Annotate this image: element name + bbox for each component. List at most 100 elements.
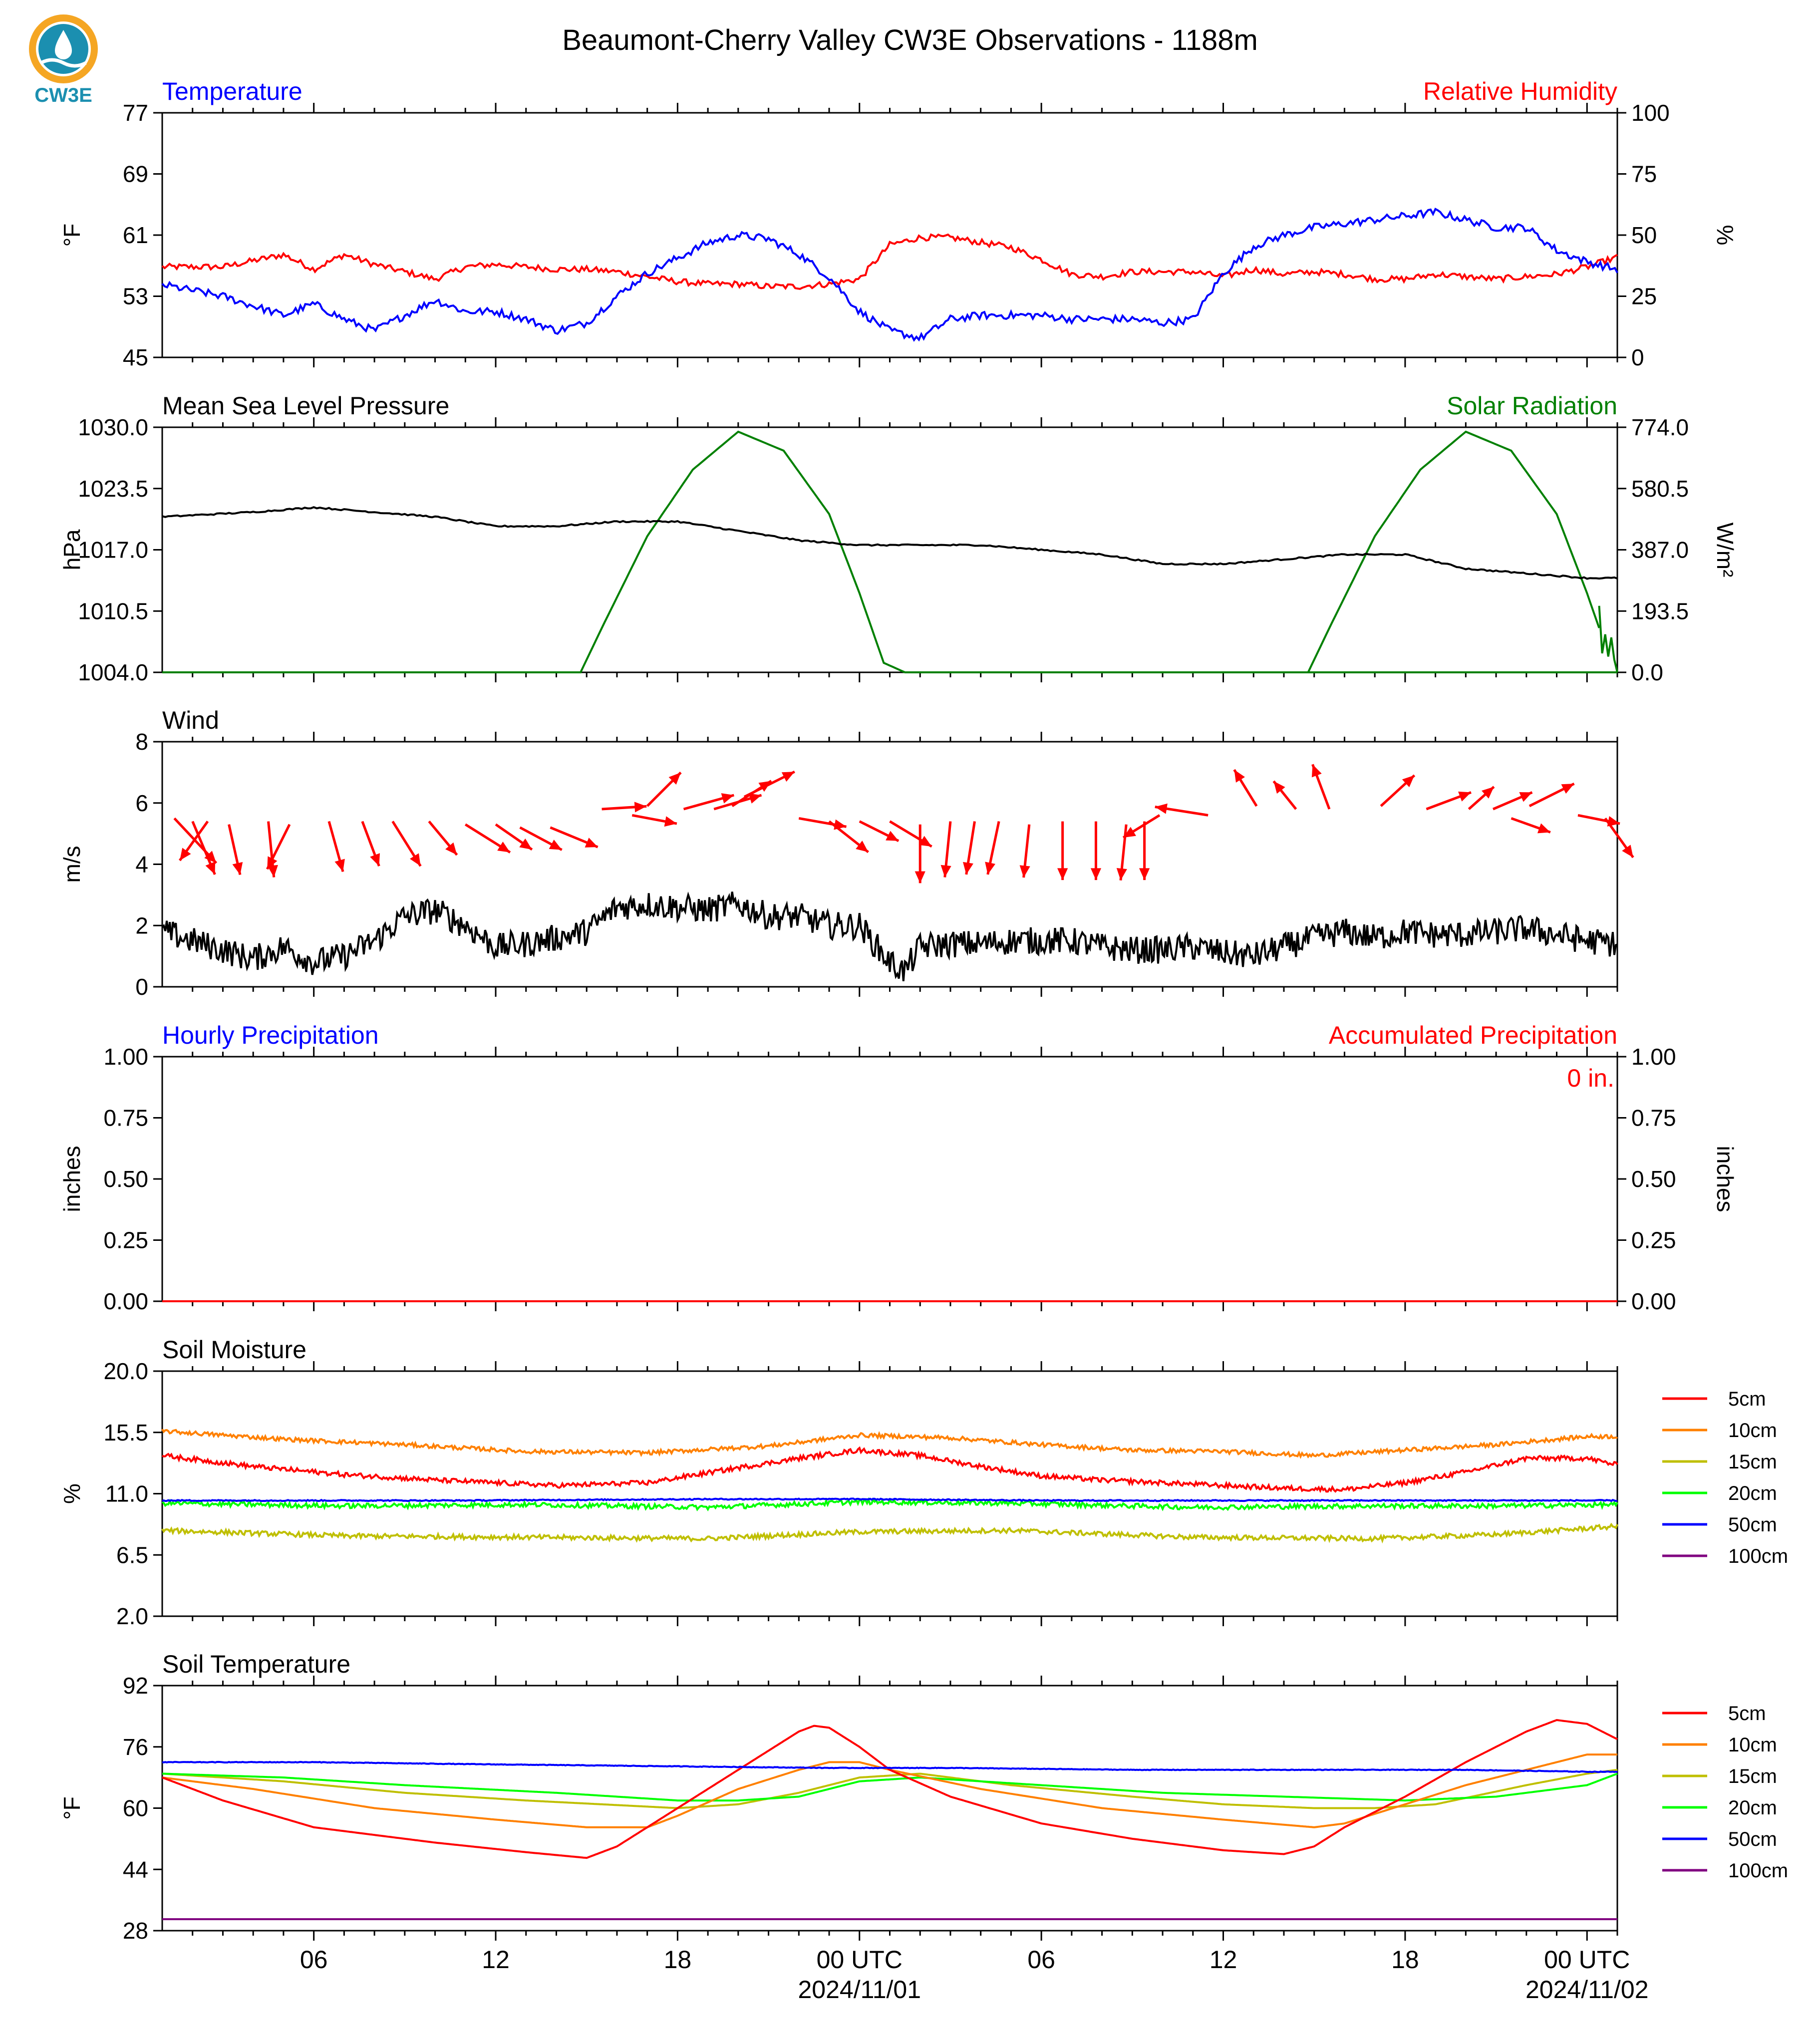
accumulated-precip-label: 0 in. — [1567, 1064, 1614, 1092]
wind-vector-arrow — [1139, 821, 1150, 880]
wind-vector-arrow — [1426, 791, 1472, 811]
y-axis-label-left: °F — [59, 1796, 85, 1820]
legend-label-100cm: 100cm — [1728, 1545, 1788, 1567]
x-tick-label: 00 UTC — [1544, 1946, 1630, 1974]
wind-vector-head — [1155, 803, 1168, 814]
y-tick-label-right: 25 — [1631, 284, 1657, 309]
wind-vector-head — [634, 802, 647, 813]
y-tick-label-left: 1.00 — [103, 1044, 148, 1070]
y-tick-label-left: 0 — [135, 974, 148, 1000]
y-tick-label-left: 1004.0 — [78, 659, 148, 685]
wind-vector-head — [205, 861, 216, 874]
wind-vector-head — [1458, 791, 1472, 802]
wind-vector-head — [1019, 865, 1030, 878]
y-tick-label-left: 76 — [123, 1734, 148, 1760]
y-tick-label-left: 1023.5 — [78, 476, 148, 502]
wind-vector-head — [664, 816, 677, 827]
legend-label-10cm: 10cm — [1728, 1734, 1777, 1756]
y-axis-label-left: °F — [59, 224, 85, 247]
wind-vector-arrow — [889, 820, 932, 848]
wind-vector-arrow — [179, 821, 209, 862]
wind-vector-arrow — [464, 823, 511, 854]
wind-vector-arrow — [1380, 774, 1416, 807]
y-axis-label-right: inches — [1712, 1146, 1738, 1212]
series-soil-5cm — [161, 1446, 1618, 1493]
wind-vector-arrow — [683, 793, 735, 811]
y-tick-label-right: 774.0 — [1631, 414, 1689, 440]
wind-vector-head — [1561, 784, 1574, 794]
cw3e-logo: CW3E — [26, 14, 101, 106]
wind-vector-head — [1116, 868, 1127, 880]
y-tick-label-left: 61 — [123, 222, 148, 248]
wind-vector-head — [585, 838, 598, 848]
wind-vector-arrow — [743, 770, 795, 798]
wind-vector-arrow — [1116, 824, 1128, 880]
wind-vector-arrow — [985, 821, 1000, 875]
y-tick-label-left: 1030.0 — [78, 414, 148, 440]
y-tick-label-left: 1010.5 — [78, 598, 148, 624]
y-tick-label-left: 8 — [135, 729, 148, 755]
wind-vector-arrow — [1493, 791, 1533, 811]
wind-vector-head — [232, 862, 243, 875]
wind-vector-arrow — [1122, 814, 1161, 839]
logo-text: CW3E — [34, 84, 92, 106]
wind-vector-head — [409, 853, 421, 867]
series-solar-radiation-day2 — [1163, 430, 1600, 673]
wind-vector-head — [1402, 775, 1415, 788]
y-tick-label-right: 100 — [1631, 100, 1670, 126]
wind-vector-arrow — [1155, 803, 1209, 817]
series-solar-radiation-tail — [1598, 605, 1618, 673]
y-tick-label-left: 20.0 — [103, 1358, 148, 1384]
wind-vector-head — [1057, 868, 1068, 880]
wind-vector-head — [1273, 781, 1285, 794]
y-tick-label-right: 75 — [1631, 161, 1657, 187]
panel-title-left: Soil Moisture — [162, 1336, 306, 1364]
y-tick-label-left: 6.5 — [116, 1542, 148, 1568]
wind-vector-head — [204, 851, 217, 864]
legend-label-50cm: 50cm — [1728, 1514, 1777, 1536]
plot-frame-pressure_solar — [161, 426, 1618, 673]
y-tick-label-right: 580.5 — [1631, 476, 1689, 502]
wind-vector-head — [886, 831, 899, 841]
y-tick-label-right: 0.0 — [1631, 659, 1663, 685]
panel-title-left: Hourly Precipitation — [162, 1021, 379, 1049]
wind-vector-head — [549, 840, 562, 850]
y-axis-label-left: inches — [59, 1146, 85, 1212]
wind-vector-head — [781, 772, 795, 782]
wind-vector-head — [370, 853, 380, 867]
wind-vector-arrow — [228, 824, 243, 875]
series-soil-10cm — [161, 1429, 1618, 1459]
wind-vector-arrow — [1577, 814, 1620, 827]
wind-vector-head — [962, 862, 973, 874]
wind-vector-arrow — [859, 820, 900, 843]
y-tick-label-left: 77 — [123, 100, 148, 126]
series-soil-15cm — [161, 1522, 1618, 1544]
wind-vector-arrow — [646, 771, 682, 807]
panel-title-right: Solar Radiation — [1447, 392, 1617, 420]
series-mean-sea-level-pressure — [162, 506, 1618, 580]
y-axis-label-right: % — [1712, 225, 1738, 246]
panel-title-left: Soil Temperature — [162, 1650, 350, 1678]
wind-vector-head — [1123, 827, 1136, 838]
logo-wave-icon — [40, 58, 87, 68]
series-wind-speed — [161, 891, 1618, 981]
wind-vector-arrow — [519, 826, 563, 851]
wind-vector-head — [668, 772, 681, 785]
wind-vector-arrow — [1057, 821, 1068, 880]
wind-vector-head — [334, 859, 345, 872]
y-axis-label-left: m/s — [59, 846, 85, 882]
series-soil-50cm — [162, 1497, 1618, 1502]
panel-title-right: Relative Humidity — [1423, 77, 1617, 105]
y-tick-label-left: 15.5 — [103, 1420, 148, 1446]
y-tick-label-left: 2.0 — [116, 1603, 148, 1629]
y-tick-label-left: 0.00 — [103, 1288, 148, 1314]
y-tick-label-left: 92 — [123, 1673, 148, 1699]
wind-vector-head — [519, 838, 532, 850]
y-tick-label-left: 4 — [135, 852, 148, 877]
wind-vector-arrow — [1604, 817, 1634, 859]
wind-vector-head — [267, 865, 278, 877]
y-axis-label-left: hPa — [59, 529, 85, 570]
wind-vector-arrow — [1468, 786, 1495, 810]
wind-vector-head — [721, 793, 734, 804]
y-tick-label-right: 1.00 — [1631, 1044, 1676, 1070]
